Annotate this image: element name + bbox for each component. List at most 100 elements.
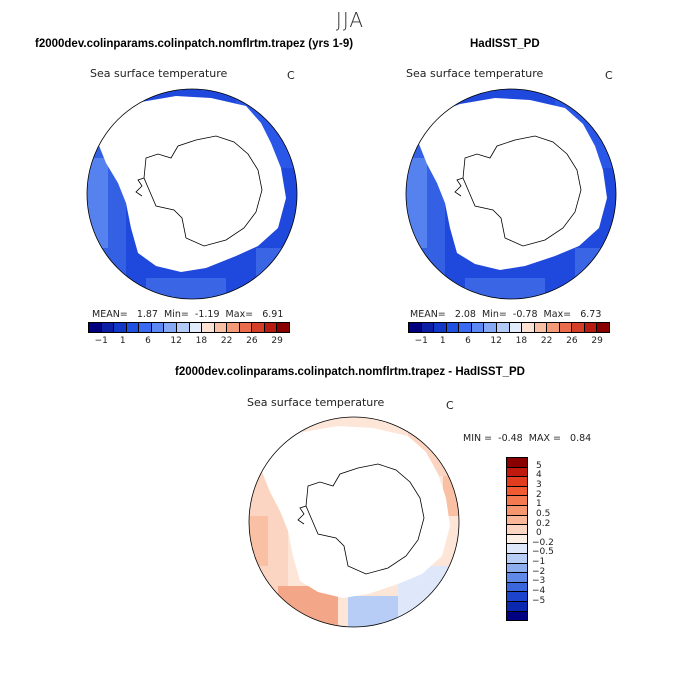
diff-colorbar-label: 2 (536, 489, 542, 500)
diff-colorbar-swatch (507, 563, 527, 574)
colorbar-swatch (114, 323, 127, 332)
colorbar-swatch (214, 323, 228, 332)
colorbar-swatch (547, 323, 560, 332)
diff-minmax: MIN = -0.48 MAX = 0.84 (463, 433, 592, 444)
diff-polar-map (248, 416, 460, 628)
diff-colorbar-swatch (507, 486, 527, 497)
panel1-colorbar-ticks: −1 1 6 12 18 22 26 29 (88, 336, 290, 348)
diff-units: C (446, 399, 454, 412)
colorbar-swatch (202, 323, 215, 332)
diff-colorbar-swatch (507, 611, 527, 621)
colorbar-swatch (227, 323, 240, 332)
panel2-colorbar (408, 322, 610, 333)
diff-colorbar-swatch (507, 553, 527, 564)
colorbar-swatch (189, 323, 203, 332)
colorbar-swatch (459, 323, 472, 332)
colorbar-swatch (239, 323, 253, 332)
panel1-stats: MEAN= 1.87 Min= -1.19 Max= 6.91 (92, 309, 284, 320)
diff-colorbar-swatch (507, 592, 527, 602)
diff-colorbar-label: −0.2 (532, 537, 554, 548)
colorbar-tick-label: 18 (515, 336, 528, 346)
panel2-units: C (605, 69, 613, 82)
colorbar-tick-label: −1 (414, 336, 428, 346)
diff-colorbar-swatch (507, 477, 527, 487)
colorbar-tick-label: 18 (195, 336, 208, 346)
colorbar-tick-label: 6 (465, 336, 471, 346)
colorbar-swatch (277, 323, 289, 332)
colorbar-swatch (572, 323, 585, 332)
diff-colorbar-swatch (507, 582, 527, 593)
colorbar-tick-label: 1 (439, 336, 446, 346)
diff-colorbar-label: 1 (536, 499, 542, 510)
colorbar-swatch (409, 323, 422, 332)
diff-colorbar-label: −3 (532, 576, 546, 587)
panel1-variable: Sea surface temperature (90, 67, 228, 80)
colorbar-tick-label: 22 (540, 336, 553, 346)
colorbar-swatch (559, 323, 573, 332)
diff-colorbar-label: −5 (532, 595, 546, 606)
diff-variable: Sea surface temperature (247, 396, 385, 409)
colorbar-swatch (471, 323, 485, 332)
colorbar-swatch (139, 323, 152, 332)
colorbar-swatch (522, 323, 535, 332)
diff-colorbar-swatch (507, 505, 527, 516)
colorbar-swatch (434, 323, 447, 332)
colorbar-swatch (496, 323, 510, 332)
colorbar-swatch (126, 323, 140, 332)
colorbar-swatch (446, 323, 460, 332)
diff-colorbar-label: 0 (536, 528, 542, 539)
diff-colorbar-label: −1 (532, 557, 546, 568)
diff-colorbar-label: −0.5 (532, 547, 554, 558)
colorbar-tick-label: 22 (220, 336, 233, 346)
diff-colorbar-swatch (507, 467, 527, 478)
colorbar-swatch (151, 323, 165, 332)
diff-colorbar-label: 4 (536, 470, 542, 481)
colorbar-tick-label: 29 (271, 336, 283, 346)
diff-colorbar-swatch (507, 515, 527, 526)
panel1-units: C (287, 69, 295, 82)
diff-colorbar-label: −4 (532, 586, 546, 597)
colorbar-tick-label: 26 (246, 336, 258, 346)
panel2-colorbar-ticks: −1 1 6 12 18 22 26 29 (408, 336, 610, 348)
panel2-title: HadISST_PD (470, 38, 540, 50)
diff-colorbar-swatch (507, 525, 527, 535)
diff-colorbar-label: 3 (536, 479, 542, 490)
colorbar-swatch (484, 323, 497, 332)
diff-colorbar-swatch (507, 458, 527, 468)
panel1-title: f2000dev.colinparams.colinpatch.nomflrtm… (35, 38, 354, 50)
panel2-variable: Sea surface temperature (406, 67, 544, 80)
diff-colorbar-swatch (507, 573, 527, 583)
diff-colorbar-swatch (507, 534, 527, 545)
colorbar-swatch (534, 323, 548, 332)
panel1-colorbar (88, 322, 290, 333)
colorbar-swatch (164, 323, 177, 332)
season-title: JJA (335, 8, 365, 32)
panel2-polar-map (405, 88, 617, 300)
colorbar-swatch (421, 323, 435, 332)
colorbar-swatch (264, 323, 278, 332)
colorbar-tick-label: 6 (145, 336, 151, 346)
colorbar-tick-label: 29 (591, 336, 603, 346)
diff-title: f2000dev.colinparams.colinpatch.nomflrtm… (175, 366, 525, 378)
diff-colorbar-swatch (507, 496, 527, 506)
diff-colorbar (506, 457, 528, 621)
colorbar-swatch (89, 323, 102, 332)
diff-colorbar-label: 5 (536, 460, 542, 471)
colorbar-tick-label: 1 (119, 336, 126, 346)
diff-colorbar-label: 0.2 (536, 518, 551, 529)
colorbar-tick-label: 26 (566, 336, 578, 346)
colorbar-swatch (584, 323, 598, 332)
colorbar-swatch (509, 323, 523, 332)
diff-colorbar-swatch (507, 544, 527, 554)
diff-colorbar-labels: 5 4 3 2 1 0.5 0.2 0 −0.2 −0.5 −1 −2 −3 −4 −5 (532, 457, 572, 621)
diff-colorbar-label: 0.5 (536, 508, 551, 519)
colorbar-tick-label: 12 (490, 336, 502, 346)
panel1-polar-map (86, 88, 298, 300)
colorbar-swatch (176, 323, 190, 332)
colorbar-tick-label: −1 (94, 336, 108, 346)
colorbar-swatch (252, 323, 265, 332)
colorbar-swatch (597, 323, 609, 332)
diff-colorbar-swatch (507, 601, 527, 612)
colorbar-swatch (101, 323, 115, 332)
panel2-stats: MEAN= 2.08 Min= -0.78 Max= 6.73 (410, 309, 602, 320)
